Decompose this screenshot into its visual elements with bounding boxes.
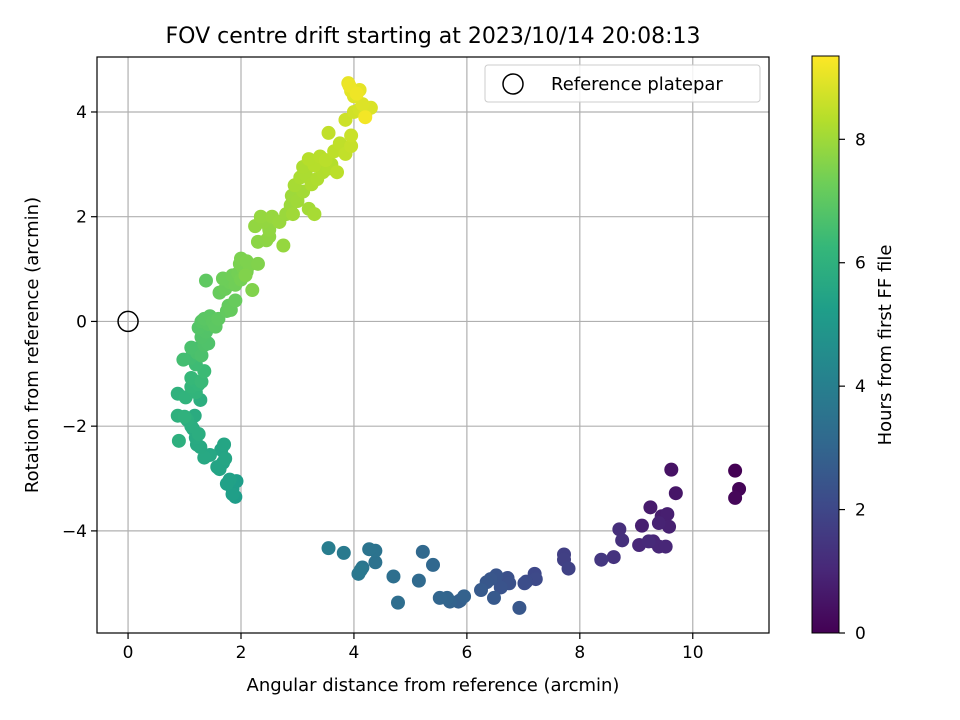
- colorbar-tick-label: 2: [855, 501, 866, 521]
- colorbar-ticks: 0 2 4 6 8: [839, 130, 866, 644]
- data-point: [415, 544, 430, 559]
- data-point: [432, 590, 447, 605]
- data-point: [728, 490, 743, 505]
- data-point: [493, 580, 508, 595]
- y-axis-ticks: −4 −2 0 2 4: [62, 103, 97, 542]
- y-tick-label: −2: [62, 417, 87, 437]
- data-point: [194, 348, 209, 363]
- data-point: [301, 152, 316, 167]
- data-point: [245, 283, 260, 298]
- data-point: [615, 533, 630, 548]
- data-point: [276, 238, 291, 253]
- data-point: [238, 268, 253, 283]
- data-point: [474, 583, 488, 598]
- legend-marker: [502, 73, 524, 95]
- data-point: [336, 545, 351, 560]
- y-tick-label: 0: [76, 312, 87, 332]
- chart-title: FOV centre drift starting at 2023/10/14 …: [166, 24, 701, 49]
- data-point: [184, 340, 199, 355]
- data-point: [321, 541, 336, 556]
- data-point: [194, 374, 209, 389]
- data-point: [191, 427, 206, 442]
- grid-lines: [97, 57, 769, 633]
- data-point: [426, 557, 440, 572]
- x-tick-label: 8: [574, 643, 585, 663]
- data-point: [651, 516, 666, 531]
- x-tick-label: 0: [123, 643, 134, 663]
- data-point: [561, 561, 576, 576]
- data-point: [606, 550, 621, 565]
- data-point: [225, 487, 240, 502]
- data-point: [390, 595, 405, 610]
- data-point: [349, 86, 364, 101]
- plot-frame: [96, 56, 770, 634]
- x-tick-label: 10: [682, 643, 704, 663]
- data-point: [517, 576, 532, 591]
- y-tick-label: 4: [76, 103, 87, 123]
- data-point: [368, 555, 383, 570]
- data-point: [330, 165, 344, 180]
- data-point: [612, 522, 627, 537]
- colorbar: [811, 55, 840, 634]
- data-point: [307, 207, 322, 222]
- data-point: [228, 293, 243, 308]
- data-point: [344, 128, 359, 143]
- legend-entry: Reference platepar: [551, 74, 723, 95]
- data-point: [318, 153, 333, 168]
- data-point: [386, 569, 401, 584]
- data-point: [171, 433, 186, 448]
- y-tick-label: −4: [62, 522, 87, 542]
- data-point: [658, 539, 673, 554]
- colorbar-tick-label: 4: [855, 377, 866, 397]
- data-point: [358, 110, 373, 125]
- data-point: [411, 573, 426, 588]
- colorbar-tick-label: 8: [855, 130, 866, 150]
- data-point: [664, 462, 679, 477]
- reference-marker: [117, 310, 139, 333]
- data-point: [321, 125, 336, 140]
- data-point: [217, 437, 232, 452]
- data-point: [285, 207, 300, 222]
- y-tick-label: 2: [76, 208, 87, 228]
- data-point: [218, 451, 233, 466]
- legend-box: [484, 64, 761, 103]
- data-point: [344, 139, 359, 154]
- colorbar-tick-label: 6: [855, 254, 866, 274]
- data-point: [668, 486, 683, 501]
- data-point: [643, 500, 658, 515]
- data-point: [634, 518, 649, 533]
- x-tick-label: 2: [236, 643, 247, 663]
- data-point: [660, 507, 675, 522]
- colorbar-tick-label: 0: [855, 624, 866, 644]
- data-point: [198, 273, 213, 288]
- x-tick-label: 6: [461, 643, 472, 663]
- x-tick-label: 4: [349, 643, 360, 663]
- data-points: [170, 76, 747, 615]
- data-point: [353, 563, 368, 578]
- x-axis-ticks: 0 2 4 6 8 10: [123, 633, 704, 663]
- data-point: [486, 590, 501, 605]
- data-point: [512, 600, 527, 615]
- data-point: [457, 589, 472, 604]
- data-point: [332, 136, 347, 151]
- x-axis-label: Angular distance from reference (arcmin): [247, 675, 620, 696]
- colorbar-label: Hours from first FF file: [875, 245, 896, 446]
- data-point: [362, 542, 377, 557]
- data-point: [176, 352, 191, 367]
- data-point: [250, 256, 265, 271]
- data-point: [219, 476, 234, 491]
- y-axis-label: Rotation from reference (arcmin): [22, 197, 43, 493]
- data-point: [177, 409, 192, 424]
- data-point: [728, 463, 743, 478]
- data-point: [641, 534, 656, 549]
- legend: Reference platepar: [484, 64, 761, 103]
- data-point: [253, 209, 268, 224]
- data-point: [594, 552, 609, 567]
